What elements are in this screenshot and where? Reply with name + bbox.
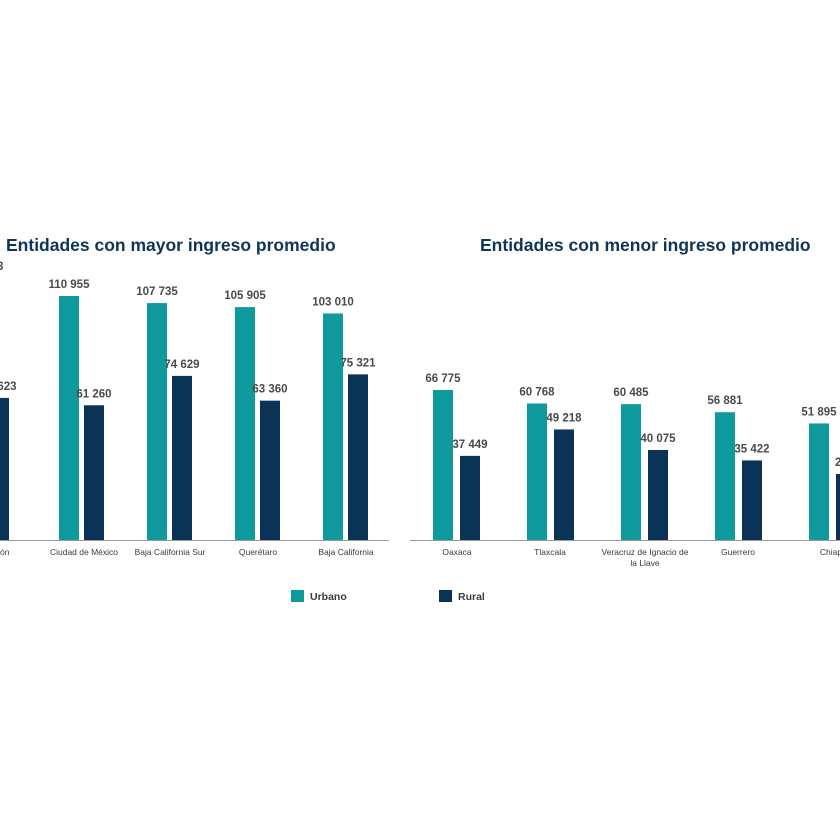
chart-title: Entidades con menor ingreso promedio [480,235,811,255]
legend: Urbano Rural [291,590,485,603]
category-label: Baja California [318,547,374,557]
category-label: Veracruz de Ignacio de la Llave [602,547,689,568]
bar-rural [0,397,9,540]
data-label-rural: 35 422 [734,443,769,455]
legend-label-rural: Rural [458,591,485,603]
data-label-urbano: 66 775 [425,373,461,385]
data-label-urbano: 60 485 [613,387,649,399]
bar-rural [836,474,840,540]
data-label-rural: 63 360 [252,384,287,396]
bar-urbano [433,390,453,540]
data-label-urbano: 105 905 [224,290,266,302]
bar-urbano [323,313,343,540]
data-label-rural: 75 321 [340,357,376,369]
data-label-urbano: 110 955 [49,279,91,291]
bar-rural [260,400,280,540]
legend-swatch-urbano [291,590,304,602]
bar-urbano [235,307,255,540]
data-label-urbano: 51 895 [801,406,837,418]
bar-urbano [621,404,641,540]
category-label: León [0,547,10,557]
bar-rural [742,460,762,540]
category-label: Baja California Sur [135,547,206,557]
data-label-urbano: 3 [0,261,3,273]
category-label: Querétaro [239,547,278,557]
legend-swatch-rural [439,590,452,602]
bar-urbano [809,423,829,540]
category-label: Ciudad de México [50,547,118,557]
legend-label-urbano: Urbano [310,591,347,603]
data-label-urbano: 107 735 [136,286,178,298]
bar-rural [348,374,368,540]
category-label: Tlaxcala [534,547,566,557]
bar-rural [554,429,574,540]
data-label-rural: 64 623 [0,381,17,393]
chart-title: Entidades con mayor ingreso promedio [6,235,336,255]
bar-rural [84,405,104,540]
bar-urbano [715,412,735,540]
category-label: Chiap [820,547,840,557]
data-label-rural: 37 449 [452,439,487,451]
data-label-urbano: 60 768 [519,386,555,398]
data-label-urbano: 103 010 [312,296,354,308]
category-label: Oaxaca [442,547,472,557]
data-label-rural: 40 075 [640,433,676,445]
data-label-urbano: 56 881 [707,395,743,407]
data-label-rural: 49 218 [546,412,582,424]
data-label-rural: 61 260 [76,388,111,400]
bar-rural [172,375,192,540]
bar-urbano [59,296,79,540]
data-label-rural: 74 629 [164,359,199,371]
bar-rural [648,449,668,540]
chart-menor-ingreso: Entidades con menor ingreso promedio 66 7… [410,235,840,568]
category-label: Guerrero [721,547,755,557]
bar-urbano [147,303,167,540]
bar-urbano [527,403,547,540]
data-label-rural: 2 [835,457,840,469]
bar-rural [460,455,480,540]
